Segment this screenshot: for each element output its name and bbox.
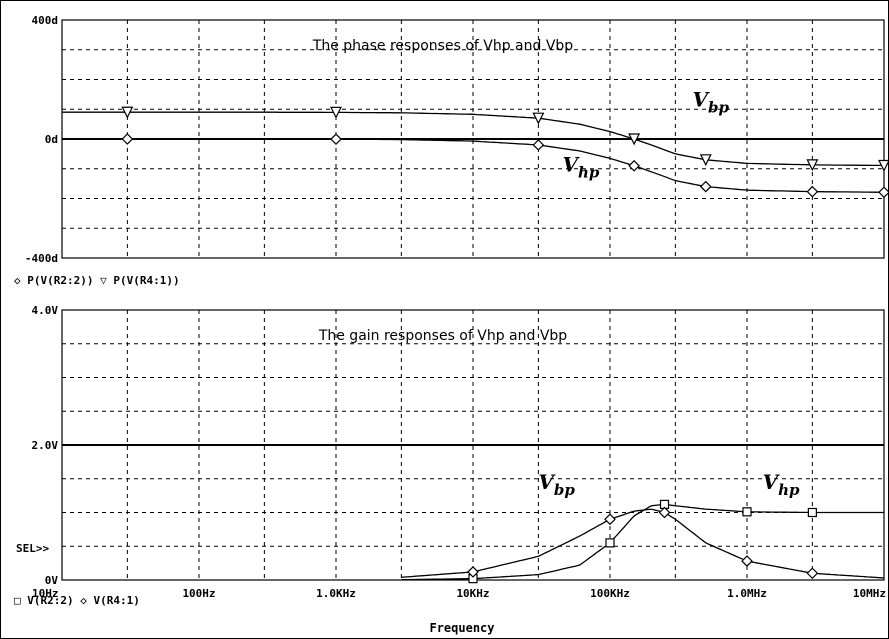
data-point-diamond xyxy=(628,159,640,172)
y-tick-label: -400d xyxy=(25,252,58,265)
y-tick-label: 0V xyxy=(45,574,59,587)
chart-panel-2: 4.0V 2.0V 0V The gain responses of Vhp and … xyxy=(14,304,885,607)
data-point-diamond xyxy=(741,555,753,567)
x-tick-label: 1.0MHz xyxy=(727,587,767,600)
data-point-square xyxy=(742,507,752,517)
x-tick-label: 10KHz xyxy=(456,587,489,600)
data-point-diamond xyxy=(658,506,671,519)
chart-title: The phase responses of Vhp and Vbp xyxy=(312,38,574,54)
y-tick-label: 2.0V xyxy=(32,439,59,452)
data-point-diamond xyxy=(878,186,889,199)
data-point-triangle-down xyxy=(330,106,342,119)
data-point-diamond xyxy=(699,180,712,193)
data-point-triangle-down xyxy=(532,112,545,125)
annotation-label: Vhp xyxy=(562,153,599,182)
series-line-vr22 xyxy=(401,503,884,581)
annotation-label: Vhp xyxy=(763,470,800,499)
data-point-triangle-down xyxy=(121,106,134,119)
data-point-diamond xyxy=(467,566,479,578)
x-tick-label: 1.0KHz xyxy=(316,587,356,600)
y-tick-label: 0d xyxy=(45,133,58,146)
data-point-diamond xyxy=(806,567,819,580)
chart-panel-1: 400d 0d -400d The phase responses of Vhp an… xyxy=(14,14,885,287)
x-tick-label: 100KHz xyxy=(590,587,630,600)
data-point-diamond xyxy=(121,133,134,145)
series-line-pvr22 xyxy=(62,138,885,193)
y-tick-label: 400d xyxy=(32,14,59,27)
annotation-label: Vbp xyxy=(692,87,729,116)
data-point-triangle-down xyxy=(699,154,712,167)
data-point-triangle-down xyxy=(878,159,889,172)
x-tick-label: 10Hz xyxy=(32,587,59,600)
data-point-diamond xyxy=(532,139,545,151)
data-point-diamond xyxy=(604,513,616,526)
x-tick-label: 10MHz xyxy=(853,587,886,600)
chart-title: The gain responses of Vhp and Vbp xyxy=(318,328,567,344)
series-line-pvr41 xyxy=(62,111,885,167)
y-tick-label: 4.0V xyxy=(32,304,59,317)
legend-text: ◇ P(V(R2:2)) ▽ P(V(R4:1)) xyxy=(14,274,180,287)
data-point-triangle-down xyxy=(806,159,819,172)
data-point-square xyxy=(807,507,817,518)
data-point-diamond xyxy=(806,185,819,198)
sel-marker: SEL>> xyxy=(16,542,49,555)
data-point-square xyxy=(605,538,615,548)
series-line-vr41 xyxy=(401,508,885,579)
data-point-diamond xyxy=(330,133,342,145)
legend-text: □ V(R2:2) ◇ V(R4:1) xyxy=(14,594,140,607)
x-axis-label: Frequency xyxy=(429,621,494,635)
data-point-triangle-down xyxy=(628,133,641,146)
annotation-label: Vbp xyxy=(538,470,575,499)
x-tick-label: 100Hz xyxy=(182,587,215,600)
